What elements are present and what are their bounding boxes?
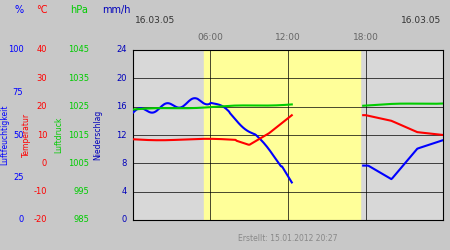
Text: 16: 16 <box>116 102 127 111</box>
Text: 20: 20 <box>37 102 47 111</box>
Text: 1005: 1005 <box>68 159 89 168</box>
Text: 1035: 1035 <box>68 74 89 83</box>
Text: Luftfeuchtigkeit: Luftfeuchtigkeit <box>0 105 9 165</box>
Text: 4: 4 <box>122 187 127 196</box>
Text: 12: 12 <box>117 130 127 140</box>
Text: 0: 0 <box>122 216 127 224</box>
Text: 40: 40 <box>37 46 47 54</box>
Text: 8: 8 <box>122 159 127 168</box>
Text: 10: 10 <box>37 130 47 140</box>
Text: 16.03.05: 16.03.05 <box>401 16 441 25</box>
Text: 16.03.05: 16.03.05 <box>135 16 175 25</box>
Text: -20: -20 <box>34 216 47 224</box>
Text: hPa: hPa <box>70 5 88 15</box>
Text: 100: 100 <box>8 46 23 54</box>
Text: 0: 0 <box>42 159 47 168</box>
Bar <box>204 50 360 220</box>
Text: 1015: 1015 <box>68 130 89 140</box>
Text: mm/h: mm/h <box>102 5 130 15</box>
Text: %: % <box>14 5 23 15</box>
Text: 20: 20 <box>117 74 127 83</box>
Text: 75: 75 <box>13 88 23 97</box>
Text: Temperatur: Temperatur <box>22 113 31 157</box>
Text: 06:00: 06:00 <box>198 34 223 42</box>
Text: 25: 25 <box>13 173 23 182</box>
Text: Niederschlag: Niederschlag <box>94 110 103 160</box>
Text: 30: 30 <box>36 74 47 83</box>
Text: 12:00: 12:00 <box>275 34 301 42</box>
Text: Luftdruck: Luftdruck <box>54 117 63 153</box>
Text: 18:00: 18:00 <box>353 34 378 42</box>
Text: 985: 985 <box>73 216 89 224</box>
Text: -10: -10 <box>34 187 47 196</box>
Text: 1045: 1045 <box>68 46 89 54</box>
Text: °C: °C <box>36 5 48 15</box>
Text: Erstellt: 15.01.2012 20:27: Erstellt: 15.01.2012 20:27 <box>238 234 338 242</box>
Text: 50: 50 <box>13 130 23 140</box>
Text: 0: 0 <box>18 216 23 224</box>
Text: 24: 24 <box>117 46 127 54</box>
Text: 1025: 1025 <box>68 102 89 111</box>
Text: 995: 995 <box>73 187 89 196</box>
